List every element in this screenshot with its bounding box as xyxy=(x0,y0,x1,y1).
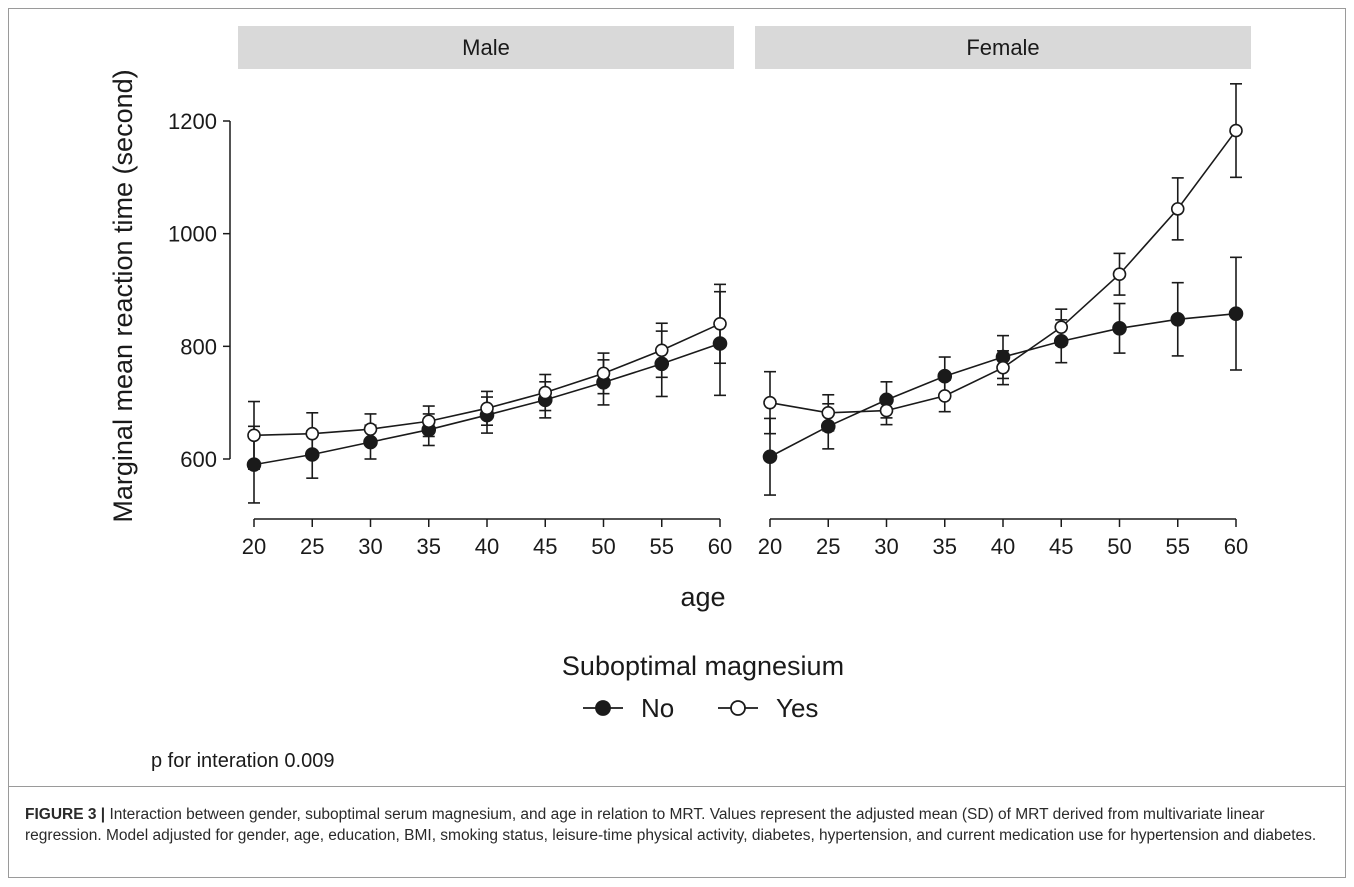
panel-strip-female xyxy=(755,26,1251,69)
caption-text: Interaction between gender, suboptimal s… xyxy=(25,806,1317,844)
legend-item-no: No xyxy=(583,693,674,723)
chart-axes: 600 800 1000 1200 20 25 30 35 40 45 50 55 60 20 25 30 35… xyxy=(168,109,1248,559)
point-yes-male-20 xyxy=(247,428,261,443)
x-tick-label-female-30: 30 xyxy=(874,534,898,559)
y-tick-label-800: 800 xyxy=(180,334,217,359)
point-yes-male-45 xyxy=(538,385,553,400)
legend-label-no: No xyxy=(641,693,674,723)
point-yes-female-20 xyxy=(763,395,777,410)
x-axis-label: age xyxy=(680,582,725,612)
point-yes-female-40 xyxy=(996,360,1010,375)
point-yes-male-60 xyxy=(713,316,727,331)
x-tick-label-male-55: 55 xyxy=(650,534,674,559)
legend-item-yes: Yes xyxy=(718,693,818,723)
point-yes-female-25 xyxy=(821,406,836,420)
x-tick-label-male-35: 35 xyxy=(417,534,441,559)
point-yes-male-30 xyxy=(363,422,378,436)
point-no-female-20 xyxy=(762,449,778,465)
y-tick-label-1000: 1000 xyxy=(168,222,217,247)
x-tick-label-male-20: 20 xyxy=(242,534,266,559)
point-yes-male-55 xyxy=(654,343,669,358)
figure-caption: FIGURE 3 | Interaction between gender, s… xyxy=(25,804,1330,846)
x-tick-label-female-20: 20 xyxy=(758,534,782,559)
point-yes-female-50 xyxy=(1112,267,1127,282)
legend-title: Suboptimal magnesium xyxy=(562,651,844,681)
panel-title-female: Female xyxy=(966,35,1039,60)
x-tick-label-female-55: 55 xyxy=(1166,534,1190,559)
x-tick-label-female-60: 60 xyxy=(1224,534,1248,559)
x-tick-label-female-25: 25 xyxy=(816,534,840,559)
y-axis-label: Marginal mean reaction time (second) xyxy=(108,69,138,522)
y-tick-label-600: 600 xyxy=(180,447,217,472)
x-tick-label-male-60: 60 xyxy=(708,534,732,559)
y-tick-label-1200: 1200 xyxy=(168,109,217,134)
interaction-p-value: p for interation 0.009 xyxy=(151,750,334,772)
legend-marker-yes xyxy=(730,700,746,716)
point-yes-male-35 xyxy=(421,414,436,429)
point-yes-male-25 xyxy=(305,426,320,441)
interaction-chart: Male Female 600 800 1000 1200 20 25 30 35 40 45 50 5… xyxy=(108,26,1251,772)
point-yes-male-40 xyxy=(480,401,494,416)
x-tick-label-male-45: 45 xyxy=(533,534,557,559)
x-tick-label-male-30: 30 xyxy=(358,534,382,559)
panel-strips: Male Female xyxy=(238,26,1251,69)
x-tick-label-female-40: 40 xyxy=(991,534,1015,559)
legend-label-yes: Yes xyxy=(776,693,818,723)
point-no-female-55 xyxy=(1170,311,1186,327)
x-tick-label-male-25: 25 xyxy=(300,534,324,559)
x-tick-label-male-40: 40 xyxy=(475,534,499,559)
panel-title-male: Male xyxy=(462,35,510,60)
legend: No Yes xyxy=(583,693,818,723)
point-no-female-50 xyxy=(1112,321,1127,336)
x-tick-label-male-50: 50 xyxy=(591,534,615,559)
figure-frame xyxy=(8,8,1346,878)
point-yes-female-30 xyxy=(879,403,894,418)
point-yes-female-55 xyxy=(1170,202,1185,216)
panel-strip-male xyxy=(238,26,734,69)
point-yes-female-35 xyxy=(937,389,952,403)
chart-marks xyxy=(246,83,1244,504)
caption-divider xyxy=(8,786,1346,787)
point-yes-female-45 xyxy=(1054,320,1069,334)
legend-marker-no xyxy=(595,700,611,716)
x-tick-label-female-35: 35 xyxy=(933,534,957,559)
figure-label: FIGURE 3 | xyxy=(25,806,106,823)
point-no-female-60 xyxy=(1228,306,1244,321)
point-yes-male-50 xyxy=(596,366,611,381)
x-tick-label-female-50: 50 xyxy=(1107,534,1131,559)
point-yes-female-60 xyxy=(1229,123,1243,138)
x-tick-label-female-45: 45 xyxy=(1049,534,1073,559)
